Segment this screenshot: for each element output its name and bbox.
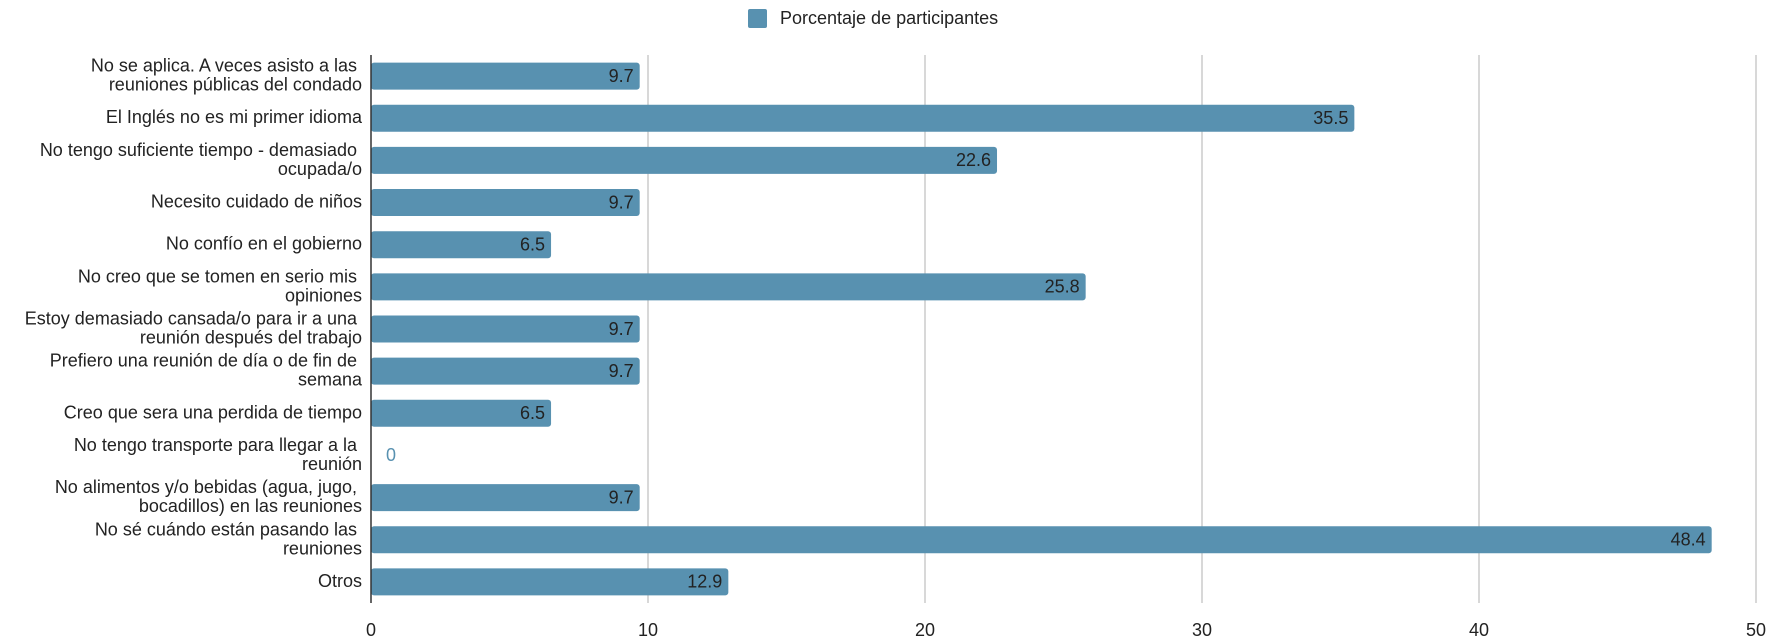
y-tick-label: El Inglés no es mi primer idioma: [106, 107, 363, 127]
x-tick-label: 30: [1192, 620, 1212, 640]
y-tick-label: No confío en el gobierno: [166, 233, 362, 253]
value-label: 22.6: [956, 150, 991, 170]
y-tick-label: Creo que sera una perdida de tiempo: [64, 402, 362, 422]
y-tick-label: No se aplica. A veces asisto a las reuni…: [91, 55, 362, 94]
value-label: 9.7: [609, 66, 634, 86]
y-tick-label: Necesito cuidado de niños: [151, 191, 362, 211]
y-tick-label: No sé cuándo están pasando las reuniones: [95, 519, 362, 558]
value-label: 6.5: [520, 403, 545, 423]
value-label: 9.7: [609, 192, 634, 212]
value-label: 0: [386, 445, 396, 465]
x-tick-label: 0: [366, 620, 376, 640]
bar: [371, 526, 1712, 554]
y-tick-label: No alimentos y/o bebidas (agua, jugo, bo…: [55, 477, 362, 516]
legend-label: Porcentaje de participantes: [780, 8, 998, 28]
bar: [371, 146, 998, 174]
y-tick-label: No tengo transporte para llegar a la reu…: [74, 435, 362, 474]
value-label: 48.4: [1671, 530, 1706, 550]
bar: [371, 189, 640, 217]
bar: [371, 104, 1355, 132]
legend: Porcentaje de participantes: [748, 8, 998, 28]
x-tick-label: 50: [1746, 620, 1766, 640]
y-tick-label: No tengo suficiente tiempo - demasiado o…: [40, 140, 362, 179]
y-tick-label: Estoy demasiado cansada/o para ir a una …: [25, 308, 362, 347]
bar: [371, 568, 729, 596]
bar: [371, 357, 640, 385]
value-label: 12.9: [687, 572, 722, 592]
bar: [371, 315, 640, 343]
bar: [371, 62, 640, 90]
x-tick-label: 40: [1469, 620, 1489, 640]
value-label: 25.8: [1045, 277, 1080, 297]
legend-swatch: [748, 9, 767, 28]
bar: [371, 399, 552, 427]
x-tick-label: 10: [638, 620, 658, 640]
bar: [371, 273, 1086, 301]
bar: [371, 484, 640, 512]
value-label: 9.7: [609, 487, 634, 507]
value-label: 9.7: [609, 361, 634, 381]
y-tick-label: Prefiero una reunión de día o de fin de …: [50, 350, 363, 389]
x-tick-label: 20: [915, 620, 935, 640]
y-tick-label: No creo que se tomen en serio mis opinio…: [78, 266, 362, 305]
bar: [371, 231, 552, 259]
value-label: 6.5: [520, 234, 545, 254]
value-label: 9.7: [609, 319, 634, 339]
y-tick-label: Otros: [318, 571, 362, 591]
value-label: 35.5: [1313, 108, 1348, 128]
